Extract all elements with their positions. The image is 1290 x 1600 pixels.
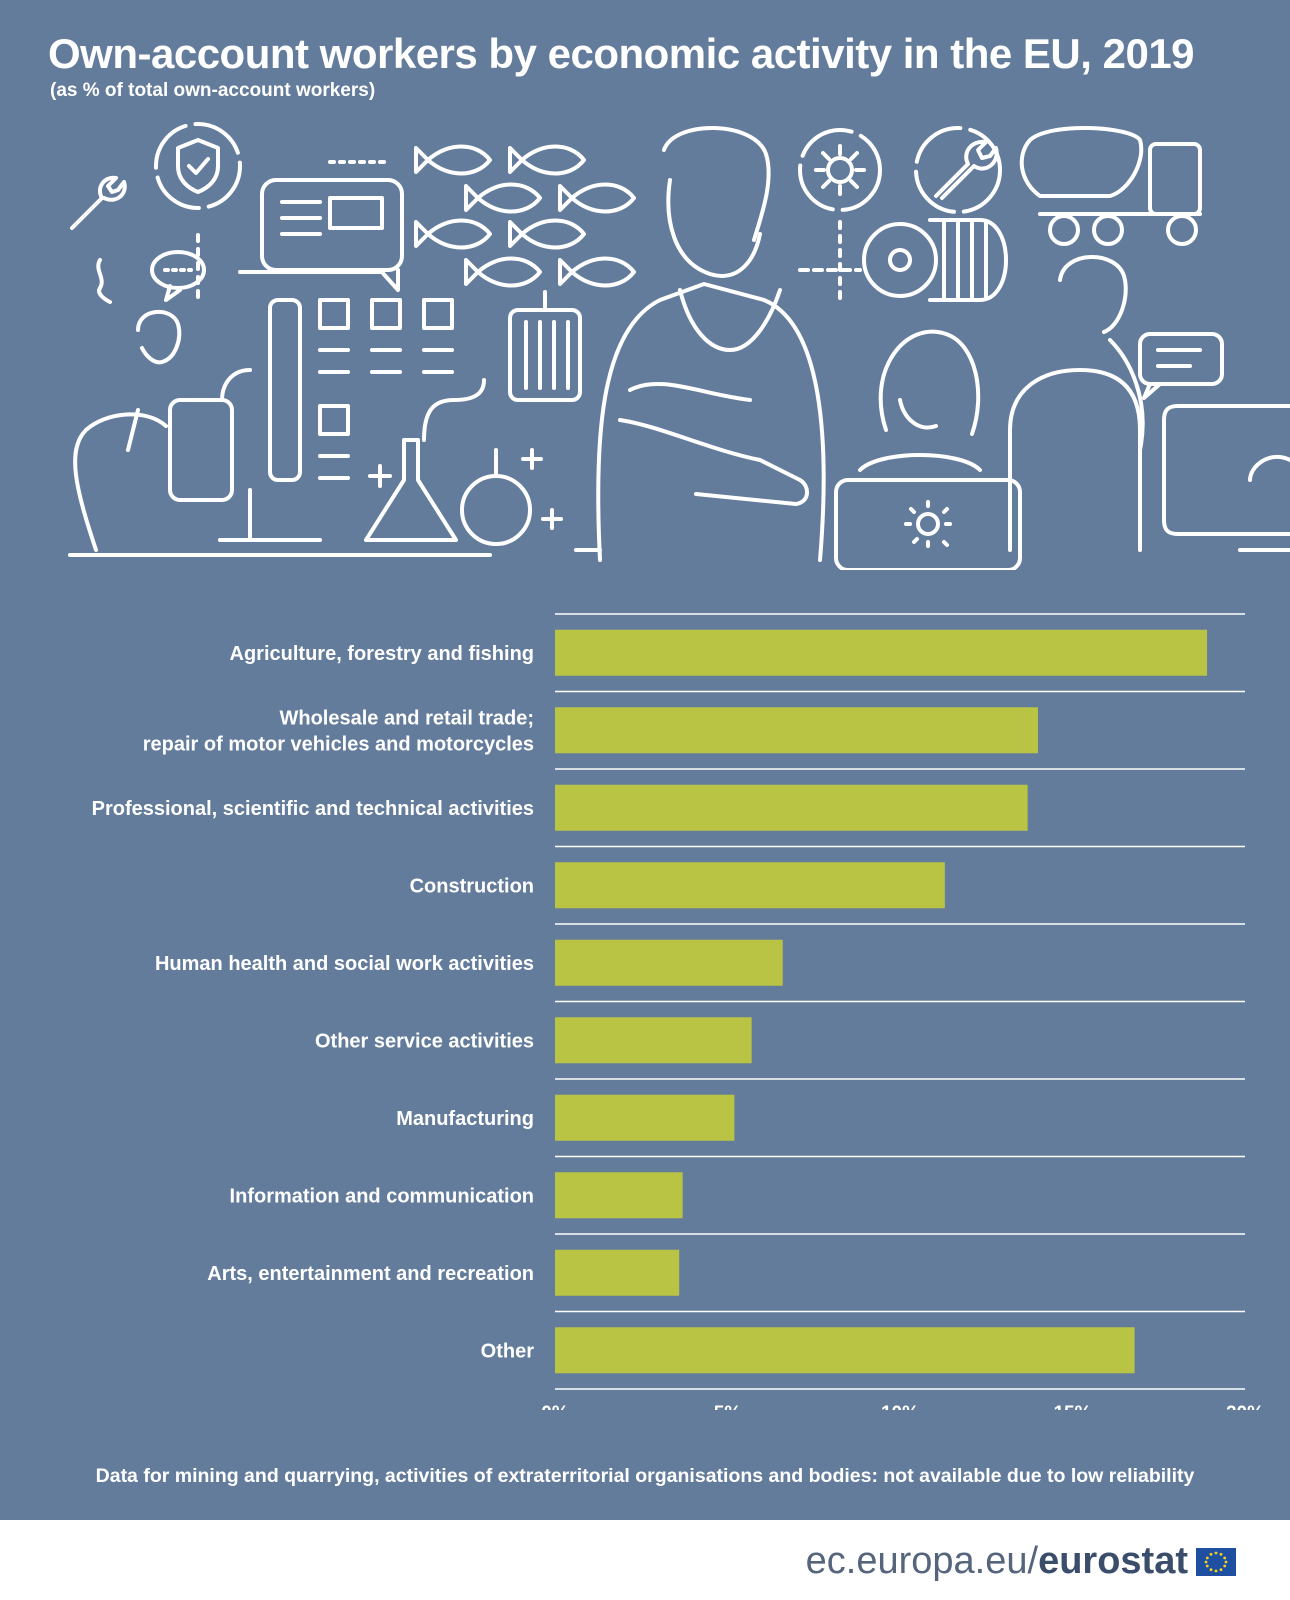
man-at-computer-icon [68, 298, 492, 557]
woman-with-laptop-icon [834, 329, 1022, 570]
category-label: Other service activities [315, 1030, 534, 1052]
category-label: Manufacturing [396, 1108, 534, 1130]
bar [555, 707, 1038, 754]
bar [555, 1172, 683, 1219]
bar [555, 629, 1208, 676]
shield-icon [154, 122, 242, 302]
bar [555, 939, 783, 986]
bar [555, 1017, 752, 1064]
category-label: Wholesale and retail trade; [279, 707, 534, 729]
category-label: Human health and social work activities [155, 953, 534, 975]
fish-school-icon [414, 144, 636, 288]
infographic-panel: Own-account workers by economic activity… [0, 0, 1290, 1520]
category-label: Construction [410, 875, 534, 897]
man-on-phone-icon [1008, 255, 1224, 552]
category-label: Arts, entertainment and recreation [207, 1263, 534, 1285]
wrench-icon [70, 175, 127, 304]
bar [555, 784, 1028, 831]
eurostat-brand[interactable]: ec.europa.eu/eurostat [806, 1540, 1236, 1583]
brand-name: eurostat [1038, 1540, 1188, 1582]
lab-flask-icon [364, 378, 563, 546]
motor-icon [508, 290, 582, 402]
category-label: repair of motor vehicles and motorcycles [143, 733, 534, 755]
category-label: Other [481, 1340, 535, 1362]
workers-illustration [68, 122, 1290, 570]
category-label: Information and communication [230, 1185, 534, 1207]
bar [555, 1249, 680, 1296]
speech-bubble-icon [150, 250, 206, 302]
generator-icon [798, 218, 1008, 302]
cement-truck-icon [1019, 126, 1202, 246]
document-board-icon [238, 160, 404, 292]
x-tick-label: 0% [541, 1403, 569, 1410]
eu-flag-icon [1196, 1547, 1236, 1576]
footnote: Data for mining and quarrying, activitie… [95, 1465, 1195, 1487]
checklist-icon [318, 298, 454, 480]
gear-icon [798, 128, 882, 302]
brand-domain: ec.europa.eu/ [805, 1540, 1039, 1582]
x-tick-label: 10% [881, 1403, 919, 1410]
man-arms-crossed-icon [574, 126, 826, 562]
category-label: Agriculture, forestry and fishing [230, 643, 534, 665]
monitor-icon [1162, 404, 1290, 552]
wrench-circle-icon [914, 126, 1002, 214]
bar [555, 1327, 1135, 1374]
chart-title: Own-account workers by economic activity… [48, 30, 1195, 77]
category-label: Professional, scientific and technical a… [92, 798, 534, 820]
x-tick-label: 15% [1053, 1403, 1091, 1410]
x-tick-label: 5% [714, 1403, 742, 1410]
bar [555, 1094, 735, 1141]
chart-subtitle: (as % of total own-account workers) [50, 80, 376, 101]
x-tick-label: 20% [1226, 1403, 1264, 1410]
bar-chart: Agriculture, forestry and fishing Wholesa… [92, 613, 1264, 1410]
bar [555, 862, 945, 909]
